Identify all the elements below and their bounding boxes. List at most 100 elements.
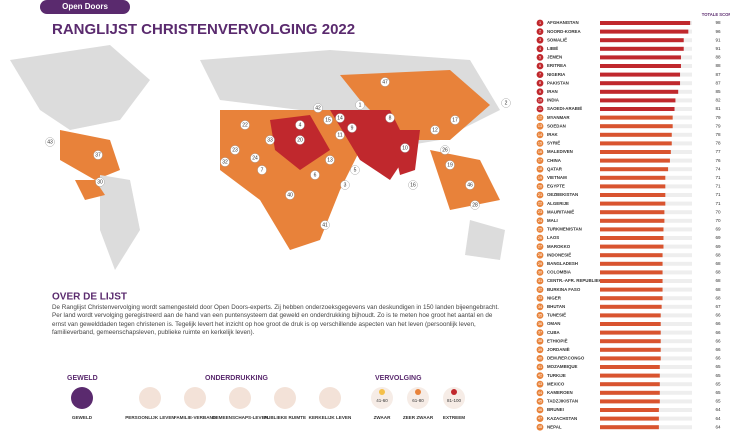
map-label: 20 [297, 137, 303, 143]
rank: 17 [538, 159, 542, 163]
rank-badge [536, 337, 544, 345]
score: 78 [715, 141, 721, 146]
country: SAOEDI-ARABIË [547, 106, 582, 111]
map-marker [430, 125, 440, 135]
rank: 31 [538, 279, 542, 283]
rank-badge [536, 226, 544, 233]
rank-badge [536, 140, 544, 147]
rank-badge [536, 97, 544, 104]
score-bar [600, 21, 691, 25]
map-label: 23 [232, 147, 238, 153]
score: 78 [715, 132, 721, 137]
map-label: 6 [314, 172, 317, 178]
score-bar [600, 124, 673, 129]
country: CUBA [547, 330, 561, 335]
country: JEMEN [547, 55, 562, 60]
map-label: 16 [410, 182, 416, 188]
level-range: 81-100 [447, 398, 462, 403]
rank-badge [536, 329, 544, 336]
rank-badge [536, 260, 544, 268]
country: DEM.REP.CONGO [547, 356, 585, 361]
score: 76 [715, 158, 721, 163]
rank: 24 [538, 219, 542, 223]
country: SOMALIË [547, 37, 567, 42]
legend-icon [319, 387, 341, 409]
score: 70 [715, 209, 721, 214]
score: 65 [715, 399, 721, 404]
country: QATAR [547, 166, 563, 171]
score-bar [600, 322, 661, 326]
level-name: ZWAAR [374, 415, 392, 420]
rank-badge [536, 234, 544, 242]
rank: 3 [539, 38, 541, 42]
rank: 47 [538, 417, 542, 421]
score-bar [600, 347, 661, 352]
map-label: 17 [452, 117, 458, 123]
logo-badge [40, 0, 130, 14]
score: 65 [715, 373, 721, 378]
country: CHINA [547, 158, 562, 163]
country: BANGLADESH [547, 261, 578, 266]
country: ERITREA [547, 63, 567, 68]
score: 66 [715, 338, 721, 343]
score: 88 [715, 63, 721, 68]
rank-badge [536, 372, 544, 379]
rank-badge [536, 208, 544, 216]
country: BRUNEI [547, 407, 564, 412]
rank-badge [536, 269, 544, 276]
map-label: 43 [47, 139, 53, 145]
rank: 19 [538, 176, 542, 180]
rank-badge [536, 114, 544, 121]
map-label: 1 [359, 102, 362, 108]
country: LIBIË [547, 46, 558, 51]
rank-badge [536, 54, 544, 61]
map-marker [408, 180, 418, 190]
country: CENTR.-AFR. REPUBLIEK [547, 278, 602, 283]
country: SYRIË [547, 141, 560, 146]
level-icon [443, 387, 465, 409]
rank-badge [536, 294, 544, 302]
map-marker [347, 123, 357, 133]
map-label: 5 [354, 167, 357, 173]
map-marker [335, 130, 345, 140]
rank-badge [536, 312, 544, 319]
rank: 40 [538, 356, 542, 360]
country: NIGER [547, 295, 562, 300]
map-marker [445, 160, 455, 170]
rank-badge [536, 217, 544, 225]
score: 91 [715, 37, 721, 42]
rank-badge [536, 243, 544, 251]
rank-badge [536, 79, 544, 87]
score: 64 [715, 424, 721, 429]
about-title: OVER DE LIJST [52, 292, 127, 303]
rank: 25 [538, 227, 542, 231]
score-bar [600, 313, 661, 318]
map-label: 22 [242, 122, 248, 128]
rank: 35 [538, 313, 542, 317]
map-marker [295, 120, 305, 130]
country: EGYPTE [547, 184, 565, 189]
rank: 30 [538, 270, 542, 274]
country: NIGERIA [547, 72, 566, 77]
score-bar [600, 408, 659, 412]
score: 71 [715, 184, 721, 189]
level-name: ZEER ZWAAR [403, 415, 434, 420]
logo: Open Doors [62, 2, 108, 11]
map-marker [310, 170, 320, 180]
rank: 39 [538, 348, 542, 352]
country: COLOMBIA [547, 270, 572, 275]
score: 66 [715, 356, 721, 361]
rank: 46 [538, 408, 542, 412]
score-bar [600, 115, 673, 120]
map-label: 9 [351, 125, 354, 131]
score-bar [600, 107, 675, 111]
rank-badge [536, 183, 544, 190]
rank: 28 [538, 253, 542, 257]
rank: 20 [538, 184, 542, 188]
map-marker [265, 135, 275, 145]
score: 69 [715, 235, 721, 240]
legend-icon-label: FAMILIE-VERBAND [174, 415, 217, 420]
score: 79 [715, 123, 721, 128]
score: 77 [715, 149, 721, 154]
title: RANGLIJST CHRISTENVERVOLGING 2022 [52, 21, 355, 38]
